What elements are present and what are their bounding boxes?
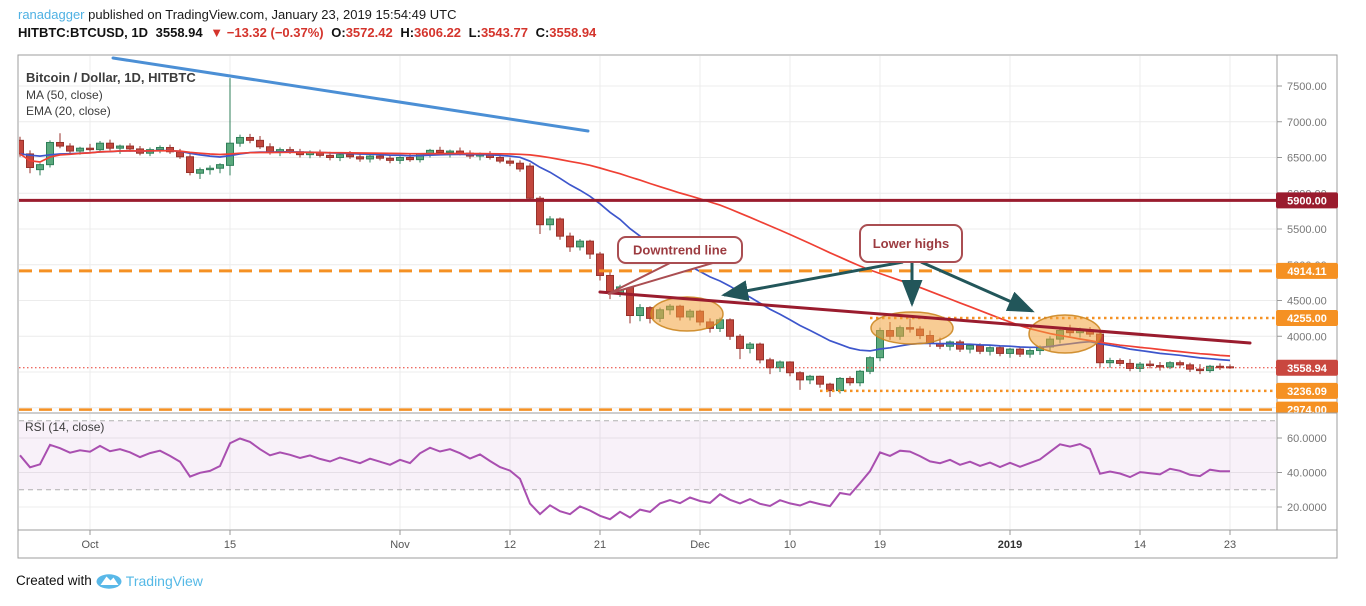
price-badge <box>1276 359 1338 376</box>
axis-tick-label: 6500.00 <box>1287 153 1327 165</box>
down-triangle-icon: ▼ <box>210 25 224 40</box>
date-tick-label: 21 <box>594 539 606 551</box>
ma-legend: MA (50, close) <box>26 88 103 102</box>
created-with-text: Created with <box>16 573 92 588</box>
symbol-label: HITBTC:BTCUSD, 1D <box>18 25 148 40</box>
ma50-line <box>19 149 1231 357</box>
highlight-ellipses[interactable] <box>650 296 1102 354</box>
open-value: 3572.42 <box>345 25 393 40</box>
chart-frame <box>17 54 1338 559</box>
rsi-pane-legend: RSI (14, close) <box>25 420 105 434</box>
callout-label: Downtrend line <box>633 243 727 258</box>
tradingview-logo-icon <box>96 572 122 589</box>
price-badge <box>1276 401 1338 413</box>
ellipse-annotation <box>650 296 724 332</box>
price-badge-label: 4914.11 <box>1287 266 1326 278</box>
price-badge-label: 5900.00 <box>1287 195 1327 207</box>
ema20-line <box>19 149 1231 362</box>
rsi-band <box>19 420 1276 491</box>
axis-tick-label: 4500.00 <box>1287 296 1327 308</box>
callout-label: Lower highs <box>873 236 950 251</box>
symbol-ohlc-row: HITBTC:BTCUSD, 1D 3558.94 ▼ −13.32 (−0.3… <box>18 25 596 40</box>
callout-downtrend-line[interactable]: Downtrend line <box>607 236 743 295</box>
price-axis-badges: 5900.00 4914.11 4255.00 3558.94 3236.09 2974.… <box>1276 192 1338 417</box>
high-value: 3606.22 <box>414 25 462 40</box>
downtrend-trendline[interactable] <box>598 290 1252 345</box>
footer: Created with TradingView <box>16 572 203 589</box>
date-tick-label: 15 <box>224 539 236 551</box>
change-value: −13.32 (−0.37%) <box>226 25 324 40</box>
date-tick-label: 12 <box>504 539 516 551</box>
ellipse-annotation <box>870 311 954 345</box>
last-price: 3558.94 <box>155 25 203 40</box>
publish-info: ranadagger published on TradingView.com,… <box>18 6 456 23</box>
ellipse-annotation <box>1028 314 1102 354</box>
axis-tick-label: 5500.00 <box>1287 224 1327 236</box>
low-value: 3543.77 <box>480 25 528 40</box>
annotation-arrow <box>721 260 904 301</box>
annotation-arrow <box>920 260 1035 313</box>
close-label: C: <box>535 25 550 40</box>
price-badge <box>1276 262 1338 279</box>
price-badge <box>1276 382 1338 399</box>
date-axis[interactable]: Oct 15 Nov 12 21 Dec 10 19 2019 14 23 <box>81 530 1236 551</box>
tradingview-brand-link[interactable]: TradingView <box>125 572 203 589</box>
date-tick-label: Nov <box>390 539 410 551</box>
published-text: published on TradingView.com, January 23… <box>88 7 457 22</box>
close-value: 3558.94 <box>549 25 597 40</box>
axis-tick-label: 40.0000 <box>1287 468 1327 480</box>
date-tick-label: 19 <box>874 539 886 551</box>
lower-highs-arrows[interactable] <box>721 260 1035 313</box>
price-badge <box>1276 310 1338 327</box>
axis-tick-label: 4000.00 <box>1287 331 1327 343</box>
price-levels <box>19 198 1276 411</box>
price-badge <box>1276 192 1338 209</box>
axis-tick-label: 7500.00 <box>1287 81 1327 93</box>
author-link[interactable]: ranadagger <box>18 7 85 22</box>
chart-title: Bitcoin / Dollar, 1D, HITBTC <box>26 70 196 85</box>
price-axis[interactable]: 7500.00 7000.00 6500.00 6000.00 5500.00 5000.… <box>1277 81 1327 514</box>
axis-tick-label: 7000.00 <box>1287 117 1327 129</box>
candles-layer <box>19 78 1234 398</box>
price-badge-label: 3558.94 <box>1287 363 1328 375</box>
date-tick-label: 23 <box>1224 539 1236 551</box>
price-badge-label: 3236.09 <box>1287 386 1327 398</box>
axis-tick-label: 6000.00 <box>1287 188 1327 200</box>
high-label: H: <box>400 25 415 40</box>
axis-tick-label: 20.0000 <box>1287 502 1327 514</box>
date-tick-label: 10 <box>784 539 796 551</box>
price-badge-label: 2974.00 <box>1287 405 1327 417</box>
low-label: L: <box>468 25 481 40</box>
ema-legend: EMA (20, close) <box>26 104 111 118</box>
price-badge-label: 4255.00 <box>1287 313 1327 325</box>
date-tick-label: Dec <box>690 539 710 551</box>
date-tick-label: Oct <box>81 539 98 551</box>
date-tick-label: 14 <box>1134 539 1146 551</box>
open-label: O: <box>331 25 346 40</box>
rsi-line <box>19 437 1231 521</box>
date-tick-label: 2019 <box>998 539 1022 551</box>
axis-tick-label: 5000.00 <box>1287 260 1327 272</box>
axis-tick-label: 60.0000 <box>1287 433 1327 445</box>
main-pane-legend: Bitcoin / Dollar, 1D, HITBTC MA (50, clo… <box>26 70 196 120</box>
gridlines <box>19 56 1276 529</box>
callout-lower-highs[interactable]: Lower highs <box>859 224 963 263</box>
